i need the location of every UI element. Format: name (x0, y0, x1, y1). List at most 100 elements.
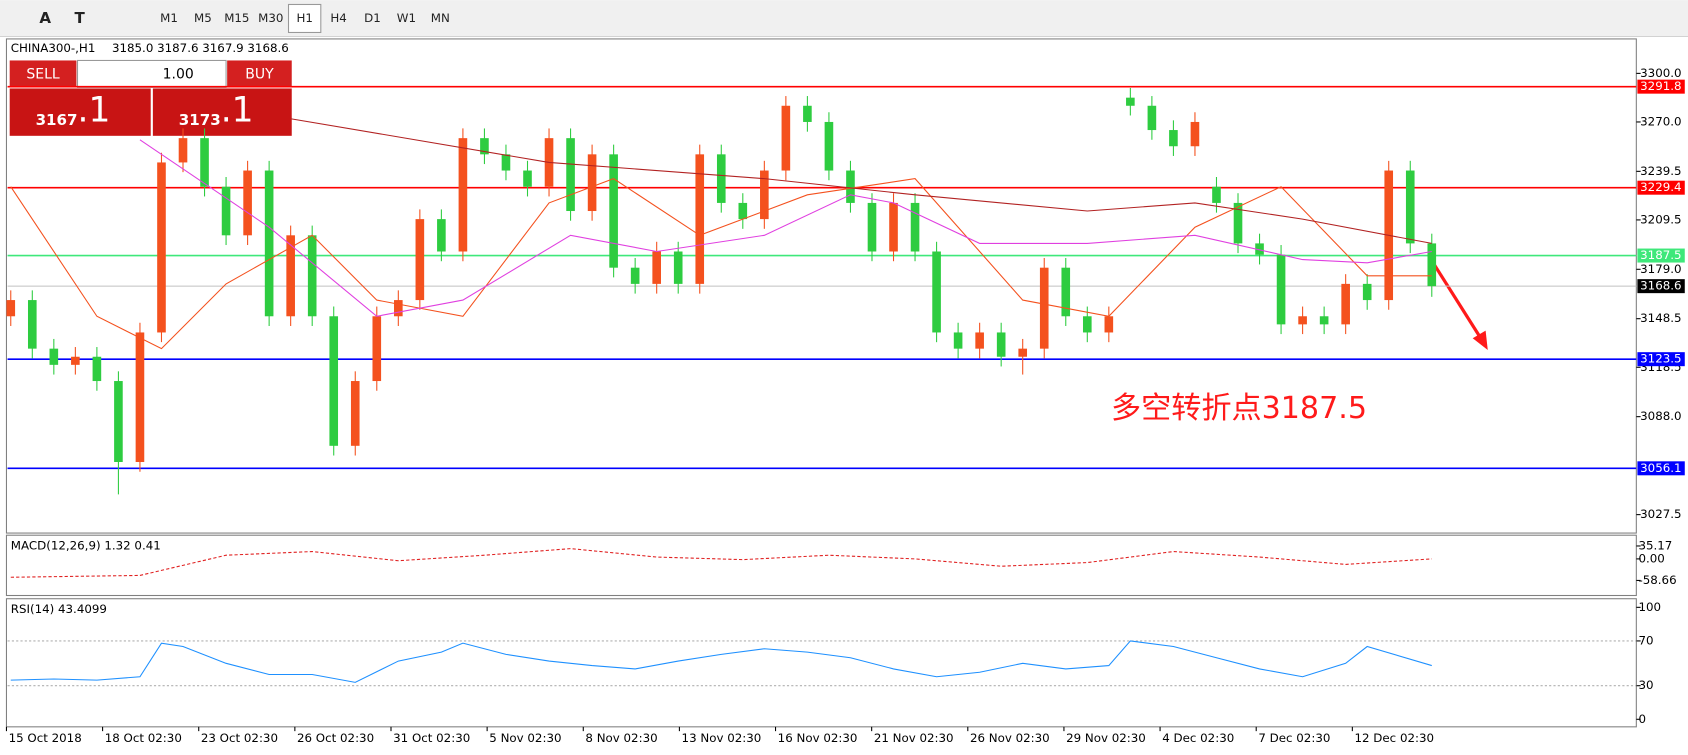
candle-body (824, 121, 834, 171)
annotation: 多空转折点3187.5 (1111, 391, 1367, 426)
price-tag (1637, 79, 1685, 94)
active-timeframe (287, 3, 322, 34)
toolbar (0, 0, 1688, 37)
candle-body (975, 332, 984, 349)
candle-body (49, 348, 59, 365)
timeframe-button[interactable]: H1 (296, 11, 312, 25)
price-tag-label: 3187.5 (1640, 248, 1681, 262)
timeframe-button[interactable]: M30 (258, 11, 283, 25)
candle-body (630, 267, 640, 284)
macd-signal (10, 548, 1432, 578)
lot-value: 1.00 (163, 66, 194, 82)
y-tick-label: 3027.5 (1640, 507, 1681, 521)
price-tag (1637, 352, 1685, 367)
candle-body (27, 300, 37, 349)
moving-average (290, 118, 1432, 244)
y-tick-label: 3088.0 (1640, 409, 1681, 423)
candle-body (803, 105, 812, 122)
candle-body (652, 251, 661, 284)
timeframe-button[interactable]: D1 (364, 11, 381, 25)
candle-body (609, 154, 618, 268)
candle-body (437, 219, 446, 252)
candle-body (71, 356, 80, 365)
candle-body (889, 202, 898, 252)
time-label: 31 Oct 02:30 (393, 731, 470, 745)
time-label: 21 Nov 02:30 (874, 731, 954, 745)
arrow (1430, 259, 1485, 344)
rsi-tick-label: 30 (1638, 678, 1653, 692)
candle-body (1341, 283, 1350, 325)
candle-body (1427, 243, 1437, 287)
buy-price-box[interactable] (152, 88, 292, 136)
arrow-head (1472, 330, 1488, 351)
macd-tick-label: -58.66 (1638, 573, 1676, 587)
sell-price-big: .1 (78, 91, 111, 131)
chart-window (0, 36, 1688, 755)
timeframe-button[interactable]: M1 (160, 11, 178, 25)
candle-body (307, 235, 317, 317)
candle-body (501, 154, 511, 171)
price-tag (1637, 180, 1685, 195)
candle-body (1039, 267, 1049, 349)
time-label: 23 Oct 02:30 (201, 731, 278, 745)
time-label: 16 Nov 02:30 (778, 731, 858, 745)
candle-body (781, 105, 791, 171)
time-label: 26 Nov 02:30 (970, 731, 1050, 745)
candle-body (1104, 316, 1114, 333)
sell-price: 3167 (36, 111, 78, 129)
y-tick-label: 3270.0 (1640, 114, 1681, 128)
time-label: 5 Nov 02:30 (489, 731, 561, 745)
y-tick-label: 3179.0 (1640, 262, 1681, 276)
candle-body (480, 138, 489, 155)
candle-body (716, 154, 726, 203)
lot-input[interactable] (76, 59, 227, 88)
price-tag (1637, 279, 1685, 294)
price-tag-label: 3168.6 (1640, 279, 1681, 293)
candle-body (350, 381, 360, 446)
sell-price-box[interactable] (9, 88, 151, 136)
candle-body (157, 162, 166, 333)
buy-button[interactable] (227, 60, 292, 88)
candle-body (1082, 316, 1092, 333)
candle-body (415, 219, 425, 301)
time-label: 18 Oct 02:30 (105, 731, 182, 745)
price-tag-label: 3056.1 (1640, 461, 1681, 475)
time-label: 15 Oct 2018 (9, 731, 82, 745)
macd-tick-label: 0.00 (1638, 551, 1664, 565)
candle-body (1190, 121, 1200, 147)
time-label: 8 Nov 02:30 (585, 731, 657, 745)
buy-price: 3173 (179, 111, 221, 129)
rsi-pane (5, 598, 1637, 728)
candle-body (200, 138, 209, 187)
candle-body (523, 170, 532, 187)
macd-pane (5, 534, 1637, 597)
time-label: 4 Dec 02:30 (1162, 731, 1234, 745)
sell-label: SELL (26, 66, 60, 82)
candle-body (1212, 186, 1221, 203)
rsi-label: RSI(14) 43.4099 (11, 602, 107, 616)
timeframe-button[interactable]: M15 (224, 11, 249, 25)
header-ohlc: 3185.0 3187.6 3167.9 3168.6 (112, 41, 289, 55)
y-tick-label: 3300.0 (1640, 66, 1681, 80)
timeframe-button[interactable]: M5 (194, 11, 212, 25)
tool-button[interactable]: A (39, 9, 51, 27)
timeframe-button[interactable]: MN (431, 11, 450, 25)
timeframe-button[interactable]: W1 (397, 11, 416, 25)
candle-body (846, 170, 855, 203)
sell-button[interactable] (9, 60, 77, 88)
candle-body (867, 202, 877, 252)
timeframe-button[interactable]: H4 (330, 11, 346, 25)
time-label: 13 Nov 02:30 (682, 731, 762, 745)
buy-label: BUY (245, 66, 274, 82)
candle-body (1018, 348, 1028, 357)
price-tag-label: 3291.8 (1640, 79, 1681, 93)
candle-body (1126, 97, 1135, 106)
candle-body (1147, 105, 1157, 131)
candle-body (1405, 170, 1415, 244)
tool-button[interactable]: T (75, 9, 86, 27)
candle-body (1298, 316, 1307, 325)
candle-body (264, 170, 274, 317)
candle-body (695, 154, 705, 284)
price-tag (1637, 248, 1685, 263)
